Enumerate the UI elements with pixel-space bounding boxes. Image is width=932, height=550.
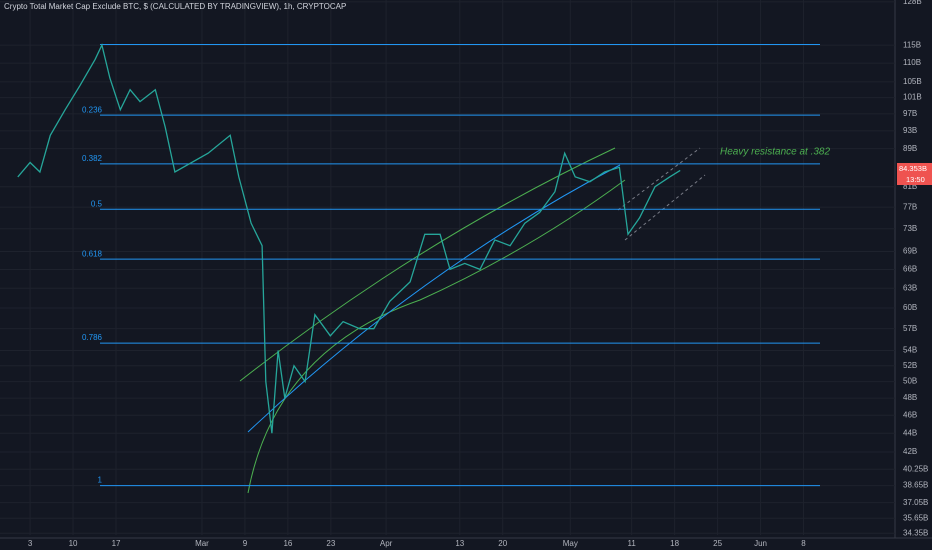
- y-tick-label: 89B: [903, 144, 917, 153]
- x-tick-label: 10: [69, 539, 78, 548]
- fib-label: 0.382: [82, 154, 103, 163]
- last-price-badge: [897, 163, 932, 185]
- y-tick-label: 35.65B: [903, 513, 928, 522]
- x-tick-label: Jun: [754, 539, 767, 548]
- fib-label: 0.618: [82, 249, 103, 258]
- fib-label: 0.786: [82, 333, 103, 342]
- x-tick-label: 20: [498, 539, 507, 548]
- y-tick-label: 37.05B: [903, 498, 928, 507]
- y-tick-label: 52B: [903, 361, 917, 370]
- x-tick-label: Mar: [195, 539, 209, 548]
- x-tick-label: 16: [283, 539, 292, 548]
- channel-lower: [247, 179, 626, 494]
- y-tick-label: 42B: [903, 447, 917, 456]
- wedge: [617, 147, 706, 241]
- y-tick-label: 48B: [903, 393, 917, 402]
- y-tick-label: 66B: [903, 265, 917, 274]
- y-tick-label: 40.25B: [903, 464, 928, 473]
- fib-label: 0.236: [82, 105, 103, 114]
- last-price-time: 13:50: [906, 175, 925, 184]
- x-tick-label: 13: [455, 539, 464, 548]
- y-tick-label: 60B: [903, 303, 917, 312]
- x-tick-label: 18: [670, 539, 679, 548]
- fib-label: 1: [98, 476, 103, 485]
- price-line: [17, 43, 681, 434]
- y-tick-label: 128B: [903, 0, 922, 6]
- x-tick-label: 3: [28, 539, 33, 548]
- last-price: 84.353B: [899, 164, 927, 173]
- y-tick-label: 110B: [903, 58, 921, 67]
- y-tick-label: 81B: [903, 182, 917, 191]
- y-tick-label: 44B: [903, 428, 917, 437]
- y-tick-label: 57B: [903, 324, 917, 333]
- y-tick-label: 54B: [903, 346, 917, 355]
- y-tick-label: 69B: [903, 247, 917, 256]
- y-tick-label: 63B: [903, 283, 917, 292]
- fib-label: 0.5: [91, 199, 103, 208]
- x-tick-label: 23: [326, 539, 335, 548]
- y-tick-label: 73B: [903, 224, 917, 233]
- y-tick-label: 38.65B: [903, 481, 928, 490]
- y-tick-label: 34.35B: [903, 528, 928, 537]
- y-tick-label: 46B: [903, 410, 917, 419]
- x-tick-label: Apr: [380, 539, 393, 548]
- y-tick-label: 50B: [903, 377, 917, 386]
- channel-middle: [247, 164, 621, 433]
- y-tick-label: 97B: [903, 109, 917, 118]
- x-tick-label: 11: [628, 539, 637, 548]
- y-tick-label: 105B: [903, 77, 922, 86]
- annotation: Heavy resistance at .382: [720, 147, 830, 158]
- x-tick-label: 8: [801, 539, 806, 548]
- x-tick-label: May: [563, 539, 578, 548]
- y-tick-label: 101B: [903, 93, 922, 102]
- y-tick-label: 77B: [903, 202, 917, 211]
- x-tick-label: 25: [713, 539, 722, 548]
- x-tick-label: 17: [112, 539, 121, 548]
- y-tick-label: 115B: [903, 40, 921, 49]
- x-tick-label: 9: [243, 539, 248, 548]
- chart-title: Crypto Total Market Cap Exclude BTC, $ (…: [4, 2, 346, 11]
- y-tick-label: 93B: [903, 126, 917, 135]
